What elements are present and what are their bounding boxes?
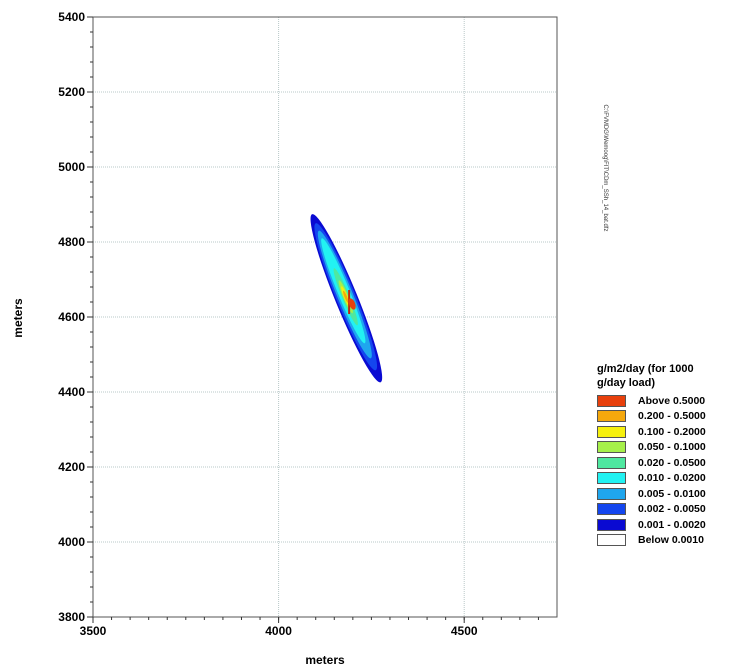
y-tick-label: 3800 [58,610,85,624]
axes: 3800 4000 4200 4400 4600 4800 5000 5200 5400 3500… [58,10,558,638]
legend-item: 0.050 - 0.1000 [597,440,740,456]
legend-label: 0.200 - 0.5000 [638,410,706,423]
legend-item: 0.002 - 0.0050 [597,502,740,518]
legend-item: Below 0.0010 [597,533,740,549]
y-tick-label: 4000 [58,535,85,549]
y-tick-label: 4600 [58,310,85,324]
legend-title-line-1: g/m2/day (for 1000 [597,363,694,375]
legend: Above 0.5000 0.200 - 0.5000 0.100 - 0.20… [597,393,740,548]
x-tick-label: 3500 [80,624,107,638]
legend-swatch [597,534,626,547]
grid-lines [93,17,557,617]
y-axis-title: meters [11,298,25,338]
legend-label: 0.002 - 0.0050 [638,503,706,516]
legend-label: 0.001 - 0.0020 [638,518,706,531]
y-tick-label: 4400 [58,385,85,399]
legend-label: 0.005 - 0.0100 [638,487,706,500]
legend-item: 0.005 - 0.0100 [597,486,740,502]
contour-band [343,290,349,303]
contour-core [348,298,356,310]
x-tick-label: 4500 [451,624,478,638]
legend-swatch [597,410,626,423]
file-path-text: C:\FVMDG\Wemoog\FIT\CDm_SSh_14_bat.dfz [602,105,608,232]
legend-swatch [597,487,626,500]
plume-contours [310,214,383,383]
legend-swatch [597,503,626,516]
y-tick-label: 5000 [58,160,85,174]
legend-title: g/m2/day (for 1000 g/day load) [597,362,740,390]
legend-label: 0.100 - 0.2000 [638,425,706,438]
y-tick-label: 4800 [58,235,85,249]
legend-label: 0.050 - 0.1000 [638,441,706,454]
y-tick-label: 5400 [58,10,85,24]
y-tick-label: 5200 [58,85,85,99]
legend-swatch [597,425,626,438]
legend-item: 0.100 - 0.2000 [597,424,740,440]
legend-label: Below 0.0010 [638,534,704,547]
legend-swatch [597,518,626,531]
y-tick-label: 4200 [58,460,85,474]
legend-item: 0.020 - 0.0500 [597,455,740,471]
legend-swatch [597,456,626,469]
legend-item: 0.010 - 0.0200 [597,471,740,487]
legend-swatch [597,441,626,454]
legend-item: 0.200 - 0.5000 [597,409,740,425]
legend-item: Above 0.5000 [597,393,740,409]
legend-label: 0.010 - 0.0200 [638,472,706,485]
legend-title-line-2: g/day load) [597,377,656,389]
legend-swatch [597,472,626,485]
x-axis-title: meters [305,653,345,667]
legend-label: 0.020 - 0.0500 [638,456,706,469]
legend-swatch [597,394,626,407]
legend-label: Above 0.5000 [638,394,706,407]
legend-item: 0.001 - 0.0020 [597,517,740,533]
x-tick-label: 4000 [265,624,292,638]
